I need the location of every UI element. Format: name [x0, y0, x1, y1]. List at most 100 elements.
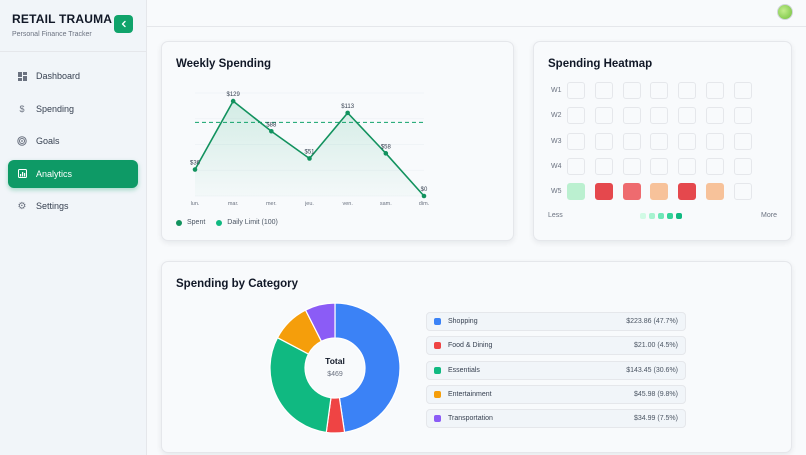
- category-swatch: [434, 318, 441, 325]
- heatmap-cell[interactable]: [594, 82, 613, 99]
- donut-total-label: Total: [325, 356, 345, 366]
- heatmap-cell[interactable]: [706, 82, 724, 99]
- spent-point-jeu[interactable]: [307, 156, 312, 161]
- heatmap-cell[interactable]: [622, 183, 641, 201]
- heatmap-cell[interactable]: [733, 82, 752, 99]
- heatmap-cell[interactable]: [733, 132, 752, 150]
- heatmap-scale-swatch: [649, 213, 655, 219]
- heatmap-cell[interactable]: [650, 157, 669, 175]
- heatmap-cell[interactable]: [622, 132, 641, 150]
- heatmap-cell[interactable]: [594, 157, 613, 175]
- heatmap-cell[interactable]: [567, 132, 585, 150]
- category-row-food-dining[interactable]: Food & Dining $21.00 (4.5%): [426, 336, 686, 356]
- target-icon: [17, 136, 27, 146]
- category-name: Food & Dining: [448, 342, 493, 350]
- x-tick-label: lun.: [191, 201, 200, 207]
- sidebar-item-dashboard[interactable]: Dashboard: [8, 62, 138, 90]
- heatmap-cell[interactable]: [706, 132, 724, 150]
- sidebar: RETAIL TRAUMA Personal Finance Tracker D…: [0, 0, 147, 455]
- heatmap-scale-swatch: [676, 213, 682, 219]
- donut-slice-transportation[interactable]: [304, 302, 336, 343]
- category-row-shopping[interactable]: Shopping $223.86 (47.7%): [426, 312, 686, 331]
- heatmap-more-label: More: [761, 212, 777, 219]
- heatmap-cell[interactable]: [567, 183, 585, 201]
- heatmap-cell[interactable]: [650, 183, 669, 201]
- heatmap-cell[interactable]: [594, 132, 613, 150]
- x-tick-label: dim.: [419, 201, 430, 207]
- category-row-transportation[interactable]: Transportation $34.99 (7.5%): [426, 409, 686, 429]
- collapse-sidebar-button[interactable]: [114, 15, 133, 33]
- category-donut-chart: Total $469: [269, 302, 401, 434]
- heatmap-cell[interactable]: [706, 157, 724, 175]
- spent-point-mer[interactable]: [269, 128, 274, 134]
- x-tick-label: sam.: [380, 201, 392, 207]
- legend-limit-label: Daily Limit (100): [227, 219, 278, 226]
- legend-spent[interactable]: Spent: [176, 219, 205, 226]
- sidebar-item-label: Goals: [36, 136, 60, 146]
- spent-area: [195, 101, 424, 196]
- brand: RETAIL TRAUMA Personal Finance Tracker: [12, 12, 112, 38]
- chevron-left-icon: [121, 20, 126, 28]
- heatmap-cell[interactable]: [622, 82, 641, 99]
- heatmap-row-label: W2: [551, 112, 562, 120]
- heatmap-cell[interactable]: [733, 183, 752, 201]
- donut-slice-essentials[interactable]: [269, 336, 332, 434]
- data-label: $113: [341, 104, 355, 110]
- category-value: $223.86 (47.7%): [626, 318, 678, 325]
- category-list: Shopping $223.86 (47.7%) Food & Dining $…: [426, 312, 686, 433]
- spent-point-ven[interactable]: [345, 110, 350, 116]
- sidebar-nav: Dashboard $ Spending Goals Analytics ⚙ S…: [8, 62, 138, 225]
- heatmap-cell[interactable]: [706, 183, 724, 201]
- heatmap-scale-swatch: [640, 213, 646, 219]
- heatmap-cell[interactable]: [622, 107, 641, 125]
- heatmap-cell[interactable]: [706, 107, 724, 125]
- heatmap-cell[interactable]: [678, 183, 697, 201]
- heatmap-cell[interactable]: [733, 107, 752, 125]
- category-row-entertainment[interactable]: Entertainment $45.98 (9.8%): [426, 384, 686, 404]
- heatmap-cell[interactable]: [567, 82, 585, 99]
- heatmap-scale-swatch: [667, 213, 673, 219]
- sidebar-item-label: Spending: [36, 103, 75, 114]
- sidebar-item-label: Dashboard: [36, 71, 81, 81]
- avatar[interactable]: [777, 4, 793, 20]
- heatmap-cell[interactable]: [678, 82, 697, 99]
- sidebar-item-spending[interactable]: $ Spending: [8, 95, 138, 123]
- data-label: $58: [381, 144, 392, 150]
- sidebar-item-label: Analytics: [36, 168, 73, 179]
- category-value: $45.98 (9.8%): [634, 390, 678, 398]
- category-value: $34.99 (7.5%): [634, 415, 678, 423]
- category-row-essentials[interactable]: Essentials $143.45 (30.6%): [426, 360, 686, 380]
- heatmap-row-label: W5: [551, 188, 562, 196]
- heatmap-cell[interactable]: [678, 157, 697, 175]
- heatmap-cell[interactable]: [567, 157, 585, 175]
- heatmap-cell[interactable]: [567, 107, 585, 125]
- spent-point-lun[interactable]: [192, 167, 198, 172]
- heatmap-cell[interactable]: [650, 82, 669, 99]
- heatmap-cell[interactable]: [678, 132, 697, 150]
- heatmap-cell[interactable]: [650, 132, 669, 150]
- spent-point-dim[interactable]: [421, 193, 427, 199]
- heatmap-cell[interactable]: [594, 107, 613, 125]
- data-label: $88: [266, 122, 277, 128]
- heatmap-cell[interactable]: [678, 107, 697, 125]
- legend-limit[interactable]: Daily Limit (100): [216, 219, 278, 226]
- x-tick-label: mar.: [228, 201, 239, 207]
- spent-point-sam[interactable]: [383, 151, 389, 156]
- heatmap-cell[interactable]: [594, 183, 613, 201]
- spending-by-category-card: Spending by Category Total $469 Shopping…: [161, 261, 792, 453]
- sidebar-item-goals[interactable]: Goals: [8, 127, 138, 155]
- donut-slice-shopping[interactable]: [334, 302, 401, 433]
- sidebar-item-settings[interactable]: ⚙ Settings: [8, 192, 138, 220]
- legend-spent-label: Spent: [187, 219, 206, 226]
- sidebar-item-analytics[interactable]: Analytics: [8, 159, 138, 188]
- weekly-spending-title: Weekly Spending: [176, 58, 272, 70]
- category-swatch: [434, 366, 441, 374]
- spending-heatmap-card: Spending Heatmap W1 W2 W3 W4 W5 Less More: [533, 41, 792, 241]
- heatmap-cell[interactable]: [650, 107, 669, 125]
- x-tick-label: jeu.: [304, 201, 314, 207]
- spent-point-mar[interactable]: [230, 98, 236, 104]
- heatmap-cell[interactable]: [622, 157, 641, 175]
- weekly-legend: Spent Daily Limit (100): [176, 219, 289, 226]
- category-name: Shopping: [448, 318, 478, 325]
- heatmap-cell[interactable]: [733, 157, 752, 175]
